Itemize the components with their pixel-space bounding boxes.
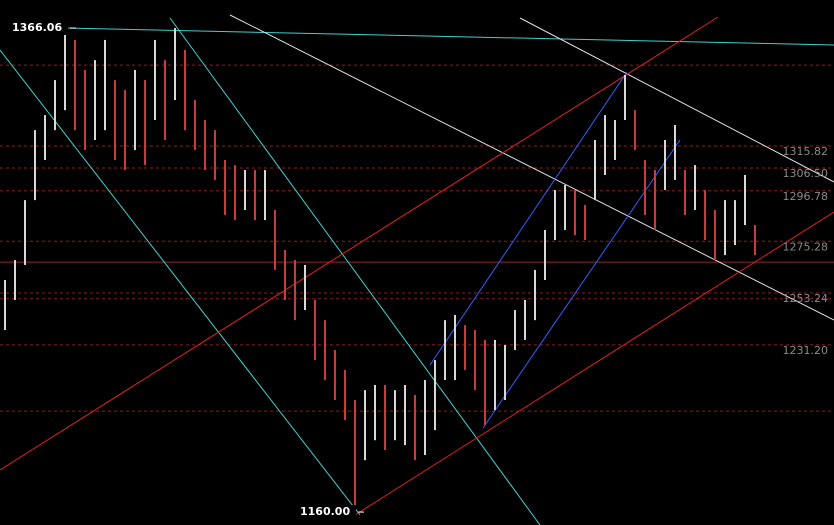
level-label: 1296.78 xyxy=(783,190,829,203)
trend-line xyxy=(482,139,681,429)
level-lines xyxy=(0,64,834,412)
trend-line xyxy=(0,16,719,471)
trend-line xyxy=(0,49,361,516)
trend-line xyxy=(354,211,834,516)
price-marker-bg xyxy=(10,21,68,36)
level-label: 1315.82 xyxy=(783,145,829,158)
trend-line xyxy=(229,14,834,321)
trend-line xyxy=(519,17,834,183)
trend-line xyxy=(17,26,834,46)
level-label: 1275.28 xyxy=(783,240,829,253)
level-label: 1306.50 xyxy=(783,167,829,180)
trend-lines xyxy=(0,14,834,525)
price-marker-bg xyxy=(298,505,356,520)
level-label: 1253.24 xyxy=(783,292,829,305)
level-label: 1231.20 xyxy=(783,344,829,357)
trend-line xyxy=(429,71,628,366)
price-marker: 1366.06 xyxy=(12,21,62,34)
trend-line xyxy=(169,17,541,525)
price-marker: 1160.00 xyxy=(300,505,350,518)
